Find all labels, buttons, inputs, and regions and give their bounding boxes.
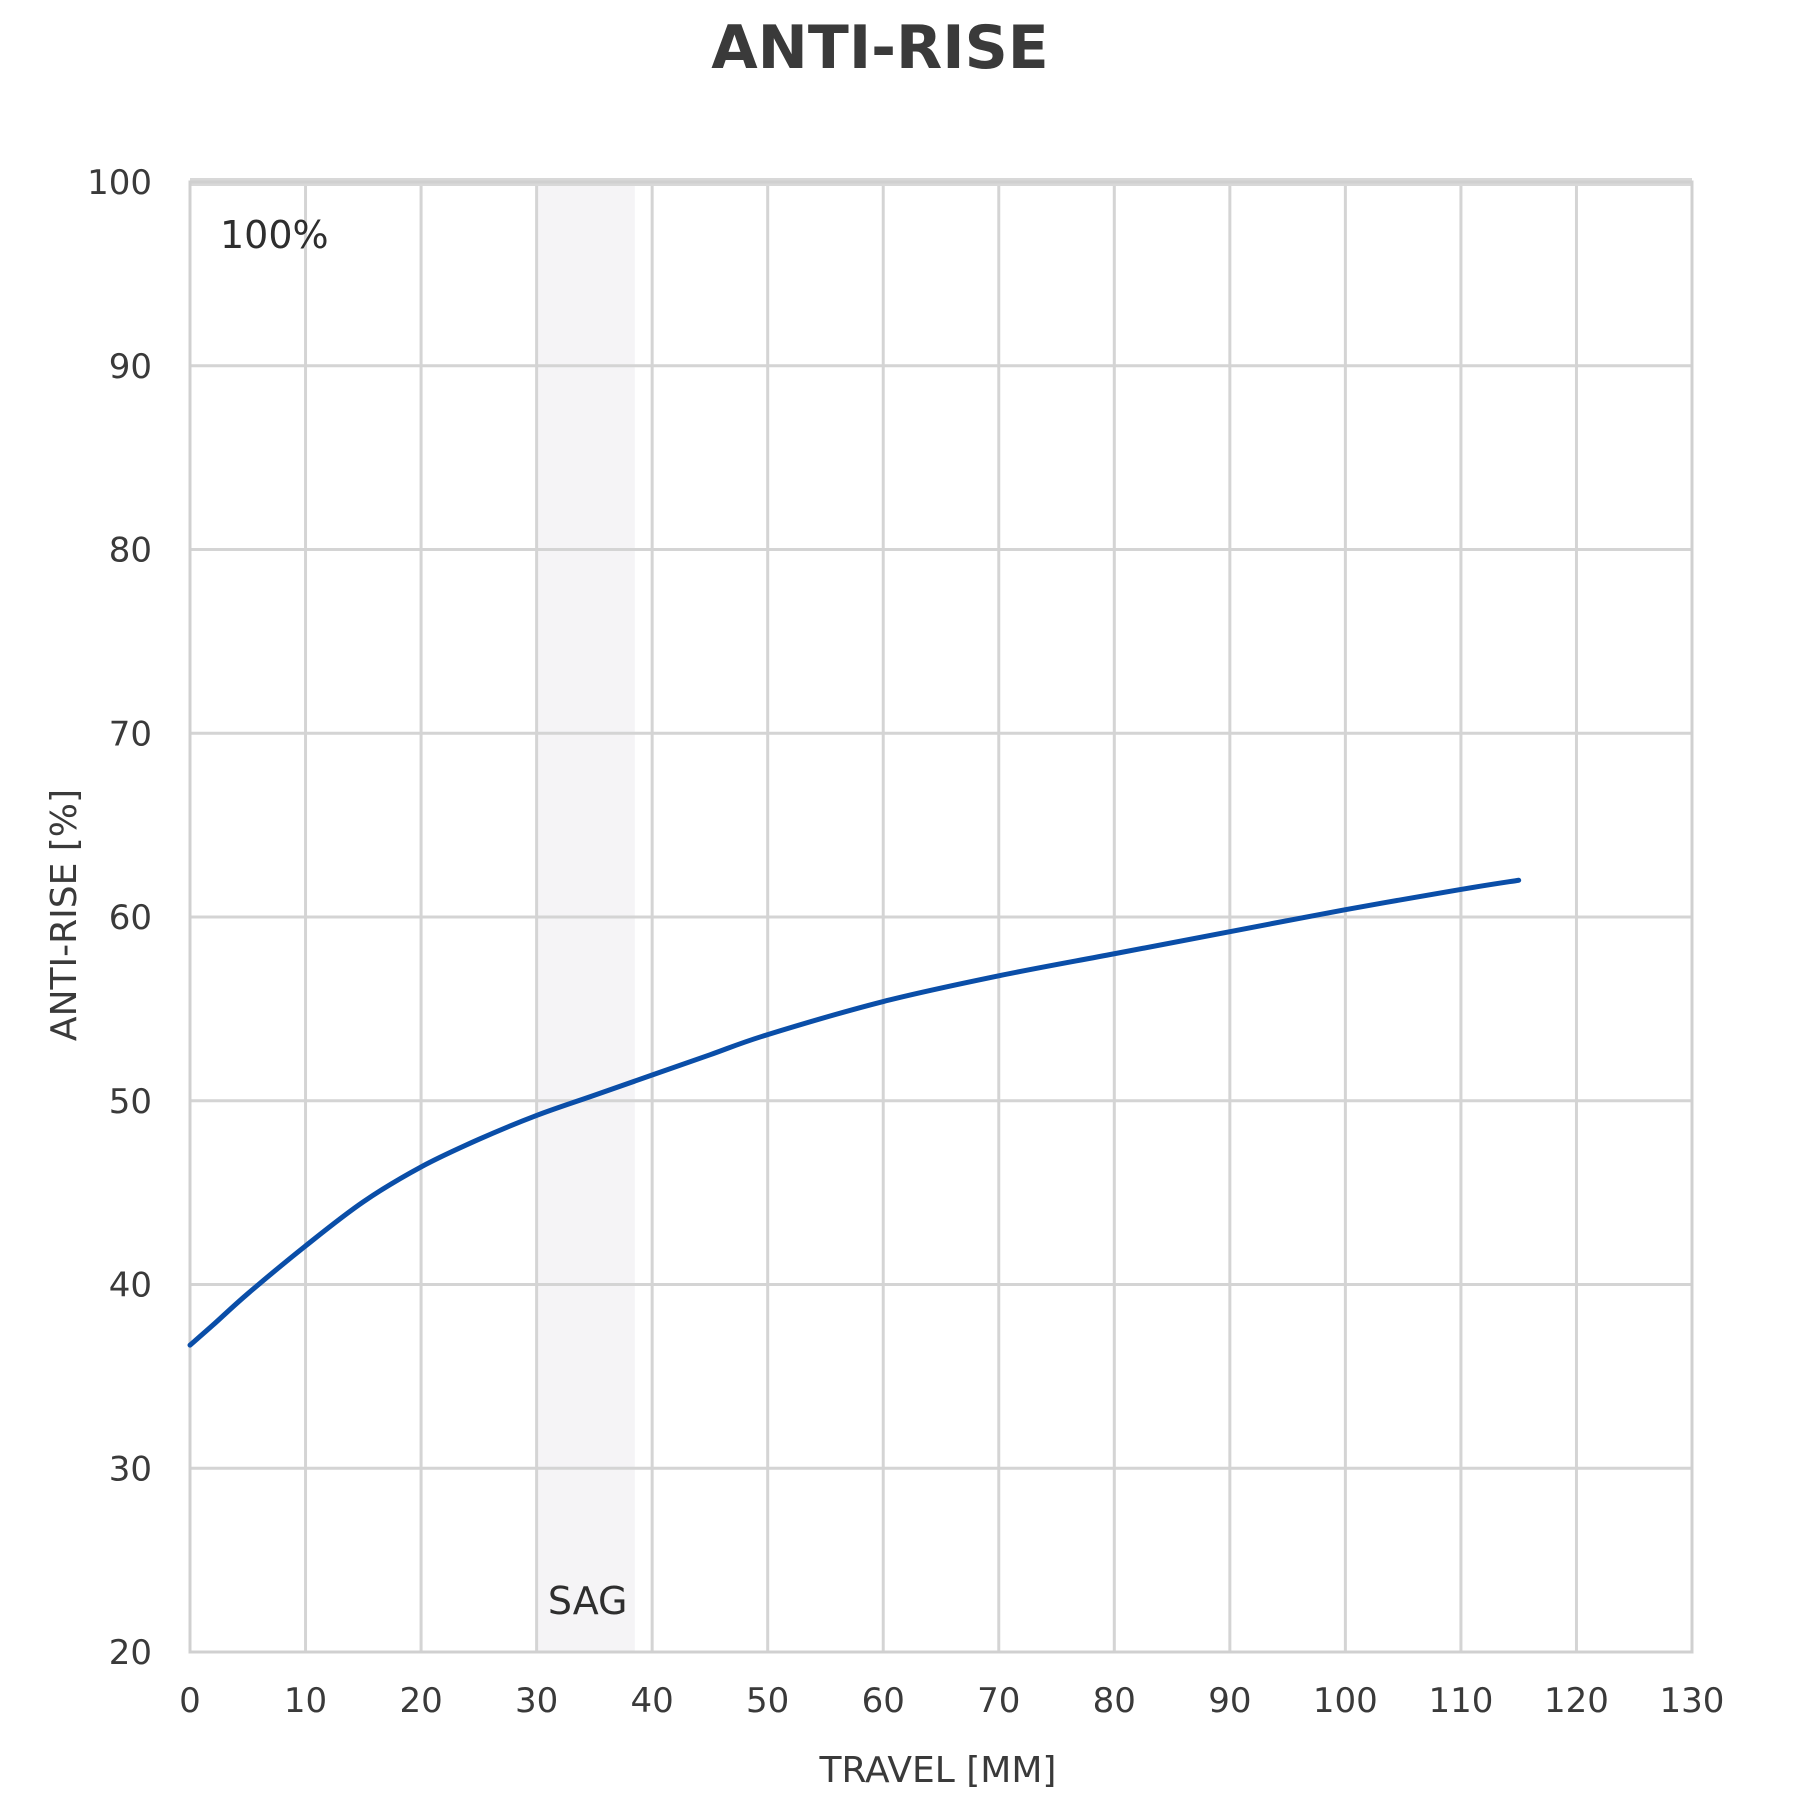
x-tick-label: 100 <box>1313 1681 1378 1721</box>
y-axis-ticks: 20 30 40 50 60 70 80 90 100 <box>87 163 152 1673</box>
y-tick-label: 70 <box>109 714 152 754</box>
y-tick-label: 20 <box>109 1633 152 1673</box>
y-axis-label: ANTI-RISE [%] <box>44 789 85 1041</box>
x-tick-label: 40 <box>631 1681 674 1721</box>
chart-title: ANTI-RISE <box>711 13 1049 83</box>
sag-label: SAG <box>548 1579 628 1623</box>
y-tick-label: 50 <box>109 1082 152 1122</box>
x-tick-label: 90 <box>1208 1681 1251 1721</box>
y-tick-label: 90 <box>109 347 152 387</box>
x-tick-label: 50 <box>746 1681 789 1721</box>
x-tick-label: 0 <box>179 1681 201 1721</box>
x-tick-label: 80 <box>1093 1681 1136 1721</box>
x-tick-label: 30 <box>515 1681 558 1721</box>
x-axis-label: TRAVEL [MM] <box>819 1750 1057 1791</box>
anti-rise-series-line <box>187 877 1522 1348</box>
grid <box>188 180 1694 1654</box>
y-tick-label: 80 <box>109 531 152 571</box>
x-tick-label: 110 <box>1428 1681 1493 1721</box>
x-tick-label: 130 <box>1660 1681 1725 1721</box>
x-tick-label: 20 <box>399 1681 442 1721</box>
x-tick-label: 60 <box>862 1681 905 1721</box>
x-axis-ticks: 0 10 20 30 40 50 60 70 80 90 100 110 120 130 <box>179 1681 1724 1721</box>
plot-area-frame <box>188 180 1694 1654</box>
annotation-100-percent: 100% <box>220 213 329 257</box>
y-tick-label: 100 <box>87 163 152 203</box>
y-tick-label: 30 <box>109 1449 152 1489</box>
y-tick-label: 40 <box>109 1266 152 1306</box>
x-tick-label: 120 <box>1544 1681 1609 1721</box>
y-tick-label: 60 <box>109 898 152 938</box>
x-tick-label: 10 <box>284 1681 327 1721</box>
x-tick-label: 70 <box>977 1681 1020 1721</box>
